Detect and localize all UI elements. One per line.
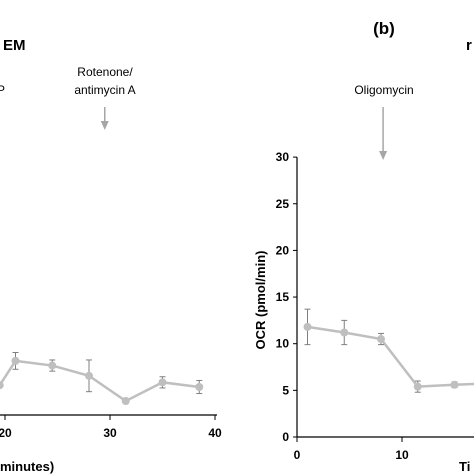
panel-a-annotation-fccp: P xyxy=(0,83,5,97)
panel-b-annotation-oligomycin: Oligomycin xyxy=(354,83,413,97)
panel-b-series-line xyxy=(307,325,474,388)
panel-b-data-point xyxy=(413,382,422,391)
panel-b-x-axis-label: Ti xyxy=(459,459,470,474)
panel-b-y-tick-label: 0 xyxy=(282,430,289,444)
panel-b-data-point xyxy=(303,322,312,331)
panel-a-annotation-rotenone-line1: Rotenone/ xyxy=(77,65,133,79)
panel-a-data-point xyxy=(0,381,4,390)
panel-b-y-tick-label: 20 xyxy=(276,243,290,257)
panel-a-data-point xyxy=(195,383,204,392)
panel-a-x-axis-label: minutes) xyxy=(0,459,54,474)
panel-b-data-point xyxy=(377,335,385,344)
panel-a-series-line xyxy=(0,359,200,403)
panel-a-data-point xyxy=(48,361,57,370)
panel-a-data-point xyxy=(158,378,167,387)
panel-a-x-tick-label: 20 xyxy=(0,426,12,440)
panel-b-x-tick-label: 0 xyxy=(294,448,301,462)
panel-b-plot: 0 5 10 15 20 25 30 0 10 xyxy=(276,107,474,462)
panel-b-x-tick-label: 10 xyxy=(395,448,409,462)
panel-b-data-point xyxy=(340,328,349,337)
panel-a-plot: 20 30 40 xyxy=(0,107,222,440)
panel-a-title: EM xyxy=(3,37,26,54)
panel-a-annotation-arrow-head xyxy=(100,121,109,130)
panel-a-x-tick-label: 40 xyxy=(208,426,222,440)
panel-b-label: (b) xyxy=(373,19,395,38)
panel-a-annotation-rotenone-line2: antimycin A xyxy=(74,83,135,97)
panel-b-y-axis-label: OCR (pmol/min) xyxy=(253,251,268,350)
panel-a-data-point xyxy=(11,356,20,365)
panel-b-data-point xyxy=(450,380,459,389)
panel-b-y-tick-label: 25 xyxy=(276,197,290,211)
panel-b-y-tick-label: 30 xyxy=(276,150,290,164)
panel-b-title: r xyxy=(466,37,472,54)
panel-a-data-point xyxy=(121,397,130,406)
panel-b-y-tick-label: 10 xyxy=(276,337,290,351)
panel-a-x-tick-label: 30 xyxy=(103,426,117,440)
panel-b-y-tick-label: 5 xyxy=(282,383,289,397)
panel-b-annotation-arrow-head xyxy=(379,151,388,160)
panel-b-y-tick-label: 15 xyxy=(276,290,290,304)
panel-a-data-point xyxy=(85,371,93,380)
